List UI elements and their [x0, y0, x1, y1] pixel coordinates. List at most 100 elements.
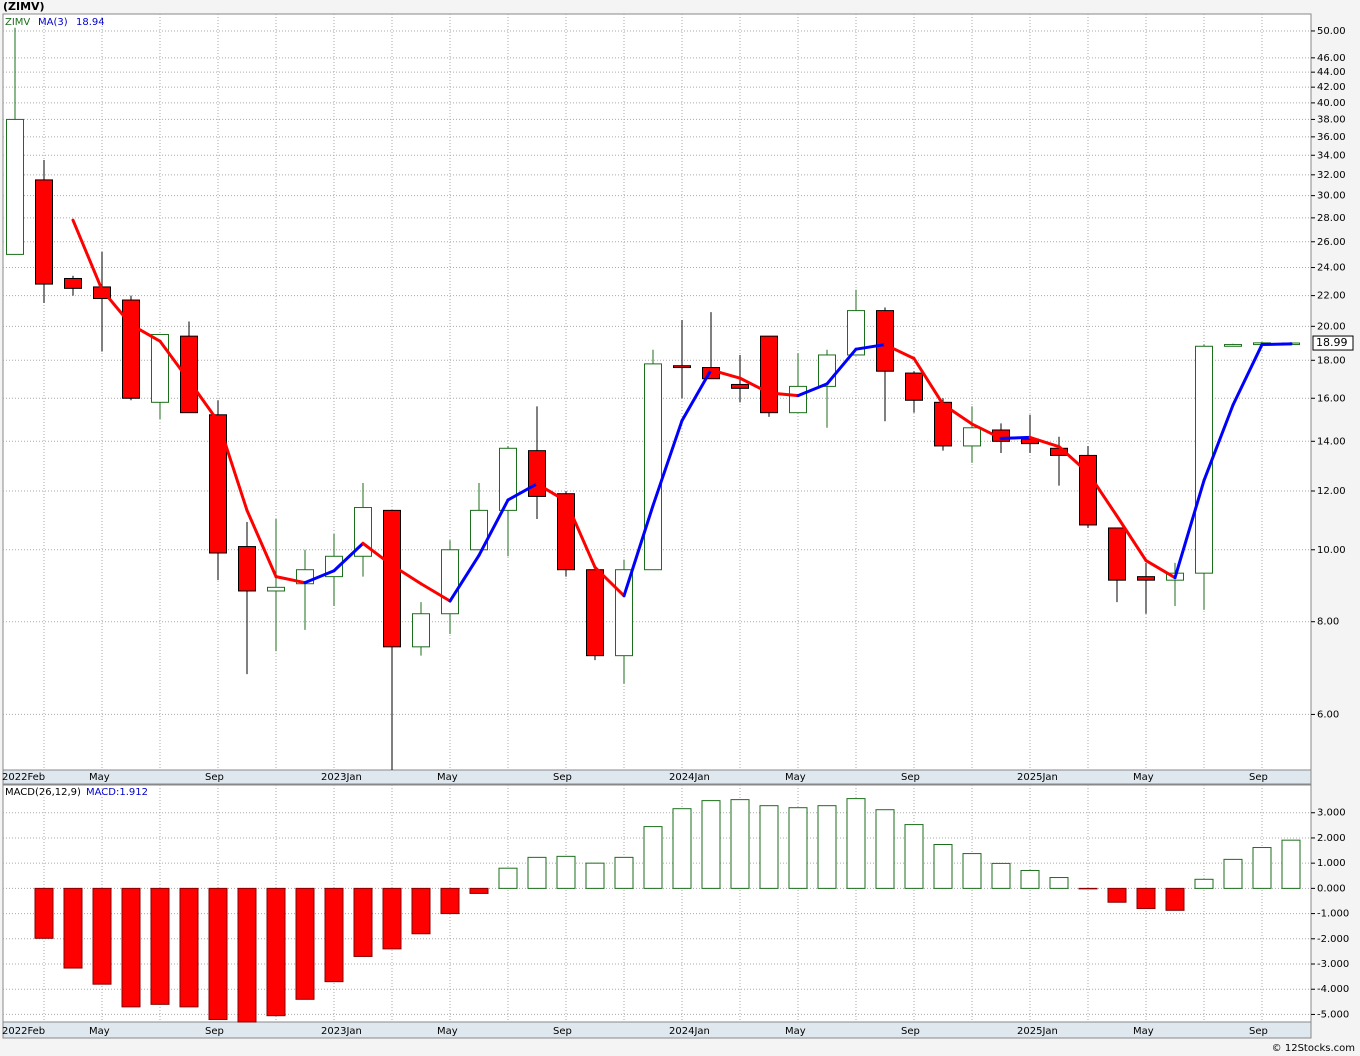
ma-segment: [332, 541, 365, 573]
price-flag: [1312, 335, 1354, 351]
ma-segment: [1144, 559, 1177, 580]
macd-bar: [208, 887, 228, 1020]
macd-bar: [933, 844, 953, 889]
x-tick-label: 2024Jan: [669, 772, 710, 783]
ma-segment: [999, 435, 1032, 440]
x-tick-label: 2025Jan: [1017, 1026, 1058, 1037]
x-tick-label: 2024Jan: [669, 1026, 710, 1037]
candle-body: [586, 569, 604, 657]
ma-segment: [506, 482, 539, 502]
macd-bar: [179, 887, 199, 1008]
ma-segment: [187, 379, 220, 423]
ma-segment: [448, 553, 481, 603]
y-tick-label: 28.00: [1317, 213, 1346, 224]
y-tick-label: 16.00: [1317, 393, 1346, 404]
x-tick-label: Sep: [553, 1026, 572, 1037]
candle-body: [35, 179, 53, 285]
ma-segment: [419, 582, 452, 603]
x-tick-label: May: [1133, 1026, 1154, 1037]
candle-body: [180, 335, 198, 414]
macd-bar: [150, 887, 170, 1005]
macd-bar: [295, 887, 315, 1000]
ma-segment: [854, 343, 887, 351]
macd-bar: [92, 887, 112, 985]
candle-body: [6, 118, 24, 255]
candle-body: [499, 447, 517, 511]
y-tick-label: 2.000: [1317, 833, 1346, 844]
candle-body: [1108, 527, 1126, 581]
candle-body: [122, 299, 140, 399]
candle-body: [847, 310, 865, 356]
candle-body: [267, 586, 285, 592]
y-tick-label: 14.00: [1317, 436, 1346, 447]
x-tick-label: May: [437, 772, 458, 783]
ma-segment: [680, 368, 713, 423]
x-tick-label: Sep: [1249, 1026, 1268, 1037]
macd-bar: [382, 887, 402, 950]
ma-segment: [651, 419, 684, 508]
macd-bar: [324, 887, 344, 983]
x-tick-label: 2022Feb: [2, 1026, 45, 1037]
macd-bar: [440, 887, 460, 915]
ma-segment: [796, 382, 829, 398]
macd-bar: [759, 805, 779, 889]
macd-bar: [701, 800, 721, 889]
date-strip: [2, 769, 1312, 785]
macd-bar: [237, 887, 257, 1023]
macd-bar: [962, 853, 982, 889]
y-tick-label: 24.00: [1317, 263, 1346, 274]
macd-bar: [63, 887, 83, 969]
ma-segment: [1260, 342, 1293, 347]
legend-entry: MA(3): [38, 17, 68, 28]
candle-body: [1137, 576, 1155, 581]
y-tick-label: 20.00: [1317, 321, 1346, 332]
y-tick-label: 3.000: [1317, 808, 1346, 819]
x-tick-label: Sep: [205, 1026, 224, 1037]
macd-bar: [730, 799, 750, 889]
candle-body: [528, 450, 546, 497]
ma-segment: [158, 339, 191, 383]
candle-body: [615, 569, 633, 657]
ma-segment: [622, 504, 655, 598]
ma-segment: [361, 541, 394, 567]
macd-bar: [353, 887, 373, 957]
macd-bar: [991, 862, 1011, 889]
y-tick-label: 10.00: [1317, 545, 1346, 556]
candle-body: [876, 310, 894, 372]
x-tick-label: Sep: [205, 772, 224, 783]
y-tick-label: 42.00: [1317, 82, 1346, 93]
y-tick-label: 50.00: [1317, 26, 1346, 37]
date-strip: [2, 1021, 1312, 1039]
ma-segment: [274, 575, 307, 585]
ma-segment: [129, 323, 162, 343]
y-tick-label: -1.000: [1317, 909, 1349, 920]
candle-body: [470, 509, 488, 551]
price-flag-label: 18.99: [1316, 336, 1348, 349]
candle-body: [151, 333, 169, 403]
y-tick-label: -5.000: [1317, 1009, 1349, 1020]
y-tick-label: 12.00: [1317, 486, 1346, 497]
candle-body: [789, 385, 807, 414]
x-tick-label: Sep: [553, 772, 572, 783]
macd-bar: [1165, 887, 1185, 911]
x-tick-label: Sep: [901, 772, 920, 783]
macd-bar: [875, 809, 895, 889]
x-tick-label: May: [1133, 772, 1154, 783]
x-tick-label: May: [89, 772, 110, 783]
ma-segment: [941, 402, 974, 426]
macd-bar: [643, 826, 663, 889]
ma-segment: [1202, 403, 1235, 482]
macd-bar: [266, 887, 286, 1017]
legend-value: MACD:1.912: [86, 787, 148, 798]
candle-body: [412, 613, 430, 648]
symbol-label: ZIMV: [5, 17, 30, 28]
x-tick-label: 2022Feb: [2, 772, 45, 783]
macd-bar: [1252, 847, 1272, 889]
y-tick-label: 46.00: [1317, 53, 1346, 64]
ma-segment: [1231, 343, 1264, 407]
macd-panel: [2, 784, 1312, 1023]
ma-segment: [1173, 478, 1206, 580]
candle-body: [354, 507, 372, 557]
x-tick-label: 2023Jan: [321, 772, 362, 783]
